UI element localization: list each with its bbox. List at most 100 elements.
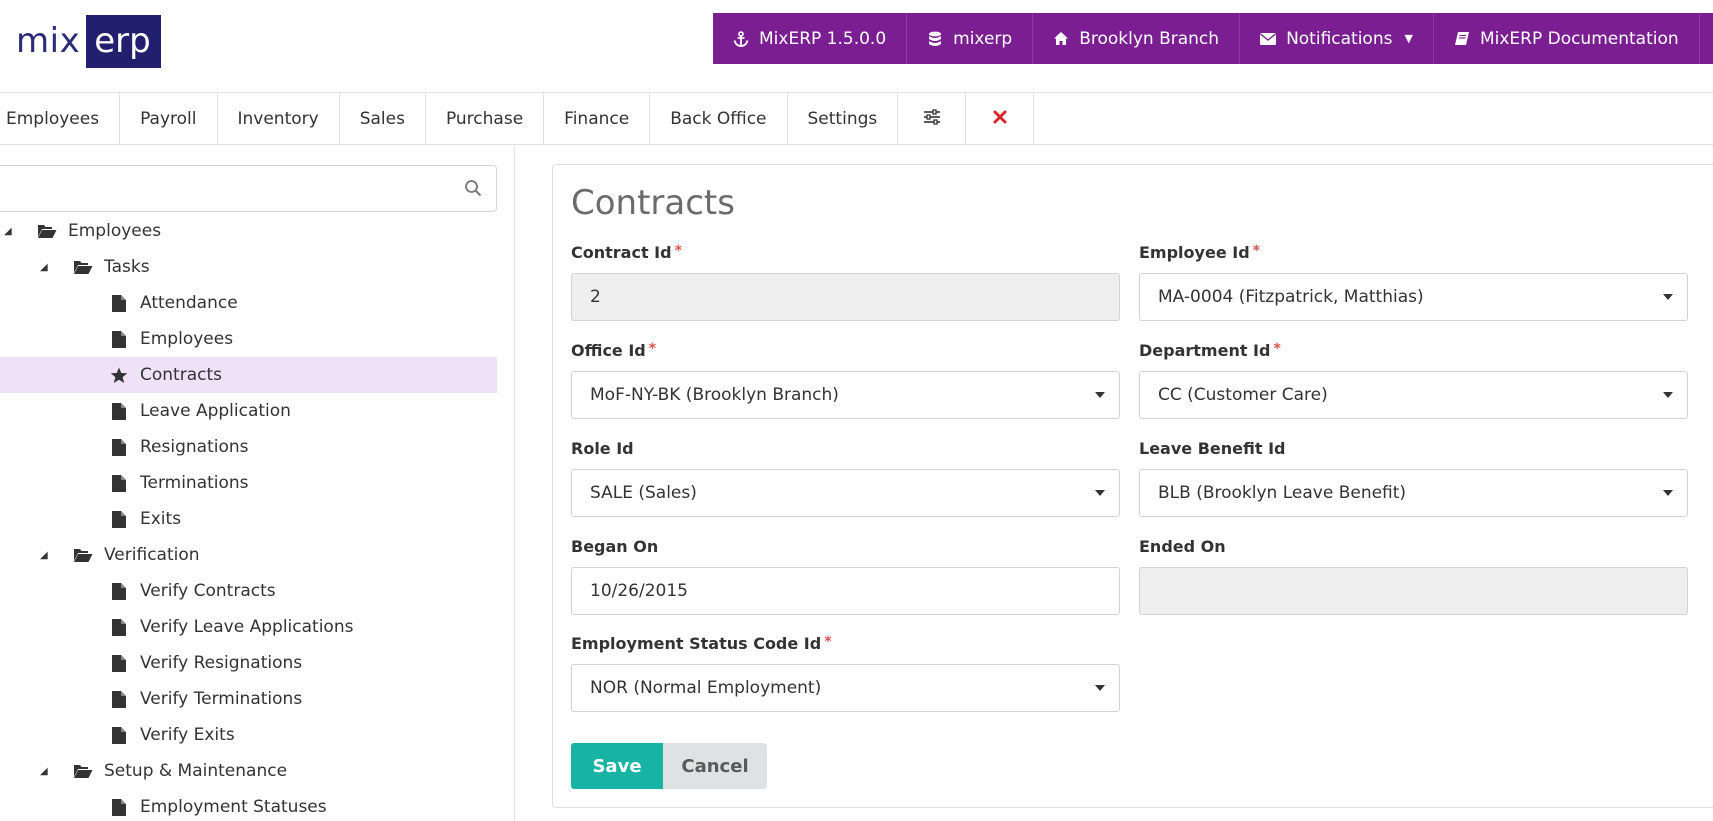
- file-icon: [112, 510, 126, 528]
- notifications-label: Notifications: [1286, 28, 1393, 49]
- expand-triangle-icon[interactable]: ◢: [40, 549, 48, 561]
- menu-payroll[interactable]: Payroll: [120, 93, 218, 145]
- menu-tree: ◢ Employees ◢ Tasks Attendance Employees…: [0, 213, 497, 821]
- required-mark: *: [1252, 243, 1260, 259]
- file-icon: [112, 618, 126, 636]
- menu-search[interactable]: [0, 165, 497, 212]
- leave-benefit-id-field: Leave Benefit Id BLB (Brooklyn Leave Ben…: [1139, 439, 1688, 517]
- file-icon: [112, 690, 126, 708]
- menu-finance[interactable]: Finance: [544, 93, 651, 145]
- version-label: MixERP 1.5.0.0: [759, 28, 887, 49]
- sliders-icon: [923, 108, 941, 130]
- tree-item-employees[interactable]: Employees: [0, 321, 497, 357]
- dropdown-caret-icon: [1663, 490, 1673, 496]
- tree-label: Leave Application: [140, 401, 291, 421]
- role-id-select[interactable]: SALE (Sales): [571, 469, 1120, 517]
- dropdown-caret-icon: [1095, 392, 1105, 398]
- caret-down-icon: ▼: [1404, 32, 1413, 45]
- menu-purchase[interactable]: Purchase: [426, 93, 545, 145]
- top-bar: MixERP 1.5.0.0 mixerp Brooklyn Branch No…: [713, 13, 1713, 64]
- field-label: Contract Id *: [571, 243, 682, 262]
- tree-folder-verification[interactable]: ◢ Verification: [0, 537, 497, 573]
- tree-label: Verify Terminations: [140, 689, 303, 709]
- employee-id-field: Employee Id * MA-0004 (Fitzpatrick, Matth…: [1139, 243, 1688, 321]
- tree-label: Contracts: [140, 365, 222, 385]
- page-title: Contracts: [571, 183, 735, 223]
- sidebar: ◢ Employees ◢ Tasks Attendance Employees…: [0, 146, 515, 821]
- employee-id-select[interactable]: MA-0004 (Fitzpatrick, Matthias): [1139, 273, 1688, 321]
- began-on-input[interactable]: 10/26/2015: [571, 567, 1120, 615]
- contract-id-input[interactable]: 2: [571, 273, 1120, 321]
- tree-item-exits[interactable]: Exits: [0, 501, 497, 537]
- menu-settings[interactable]: Settings: [788, 93, 899, 145]
- office-id-select[interactable]: MoF-NY-BK (Brooklyn Branch): [571, 371, 1120, 419]
- tree-item-resignations[interactable]: Resignations: [0, 429, 497, 465]
- tree-item-contracts[interactable]: Contracts: [0, 357, 497, 393]
- search-input[interactable]: [10, 166, 450, 210]
- expand-triangle-icon[interactable]: ◢: [40, 261, 48, 273]
- ended-on-field: Ended On: [1139, 537, 1688, 615]
- tree-folder-employees[interactable]: ◢ Employees: [0, 213, 497, 249]
- employment-status-select[interactable]: NOR (Normal Employment): [571, 664, 1120, 712]
- logo-mix: mix: [16, 21, 81, 61]
- documentation-label: MixERP Documentation: [1479, 28, 1679, 49]
- field-label: Employee Id *: [1139, 243, 1260, 262]
- leave-benefit-id-select[interactable]: BLB (Brooklyn Leave Benefit): [1139, 469, 1688, 517]
- field-label: Department Id *: [1139, 341, 1281, 360]
- file-icon: [112, 582, 126, 600]
- tree-label: Employees: [68, 221, 162, 241]
- began-on-field: Began On 10/26/2015: [571, 537, 1120, 615]
- save-button[interactable]: Save: [571, 743, 663, 789]
- tree-label: Verify Contracts: [140, 581, 276, 601]
- menu-inventory[interactable]: Inventory: [218, 93, 340, 145]
- database-link[interactable]: mixerp: [907, 13, 1034, 64]
- tree-label: Resignations: [140, 437, 249, 457]
- tree-item-terminations[interactable]: Terminations: [0, 465, 497, 501]
- file-icon: [112, 330, 126, 348]
- branch-link[interactable]: Brooklyn Branch: [1033, 13, 1241, 64]
- tree-item-attendance[interactable]: Attendance: [0, 285, 497, 321]
- cancel-button[interactable]: Cancel: [663, 743, 767, 789]
- folder-open-icon: [37, 224, 57, 239]
- anchor-icon: [733, 30, 749, 47]
- tree-folder-setup-maintenance[interactable]: ◢ Setup & Maintenance: [0, 753, 497, 789]
- field-label: Began On: [571, 537, 659, 556]
- menu-close[interactable]: [966, 93, 1035, 145]
- expand-triangle-icon[interactable]: ◢: [4, 225, 12, 237]
- menu-back-office[interactable]: Back Office: [650, 93, 788, 145]
- tree-item-leave-application[interactable]: Leave Application: [0, 393, 497, 429]
- database-icon: [927, 31, 943, 47]
- search-icon[interactable]: [464, 179, 482, 201]
- documentation-link[interactable]: MixERP Documentation: [1434, 13, 1700, 64]
- required-mark: *: [648, 341, 657, 357]
- file-icon: [112, 438, 126, 456]
- tree-label: Exits: [140, 509, 182, 529]
- menu-employees[interactable]: Employees: [0, 93, 121, 145]
- logo[interactable]: mix erp: [16, 15, 161, 68]
- folder-open-icon: [73, 764, 93, 779]
- file-icon: [112, 654, 126, 672]
- tree-item-verify-leave-applications[interactable]: Verify Leave Applications: [0, 609, 497, 645]
- tree-item-verify-contracts[interactable]: Verify Contracts: [0, 573, 497, 609]
- tree-item-verify-exits[interactable]: Verify Exits: [0, 717, 497, 753]
- envelope-icon: [1260, 31, 1277, 47]
- expand-triangle-icon[interactable]: ◢: [40, 765, 48, 777]
- menu-preferences[interactable]: [898, 93, 967, 145]
- field-label: Ended On: [1139, 537, 1226, 556]
- home-icon: [1053, 31, 1069, 47]
- tree-folder-tasks[interactable]: ◢ Tasks: [0, 249, 497, 285]
- menu-sales[interactable]: Sales: [340, 93, 426, 145]
- tree-item-verify-terminations[interactable]: Verify Terminations: [0, 681, 497, 717]
- tree-item-verify-resignations[interactable]: Verify Resignations: [0, 645, 497, 681]
- department-id-select[interactable]: CC (Customer Care): [1139, 371, 1688, 419]
- tree-item-employment-statuses[interactable]: Employment Statuses: [0, 789, 497, 821]
- ended-on-input[interactable]: [1139, 567, 1688, 615]
- close-icon: [993, 109, 1007, 129]
- contracts-form-panel: Contracts Contract Id * 2 Employee Id * MA…: [552, 164, 1713, 808]
- tree-label: Verification: [104, 545, 200, 565]
- tree-label: Employment Statuses: [140, 797, 327, 817]
- logo-erp: erp: [86, 15, 161, 68]
- field-label: Role Id: [571, 439, 634, 458]
- version-link[interactable]: MixERP 1.5.0.0: [713, 13, 908, 64]
- notifications-dropdown[interactable]: Notifications ▼: [1240, 13, 1434, 64]
